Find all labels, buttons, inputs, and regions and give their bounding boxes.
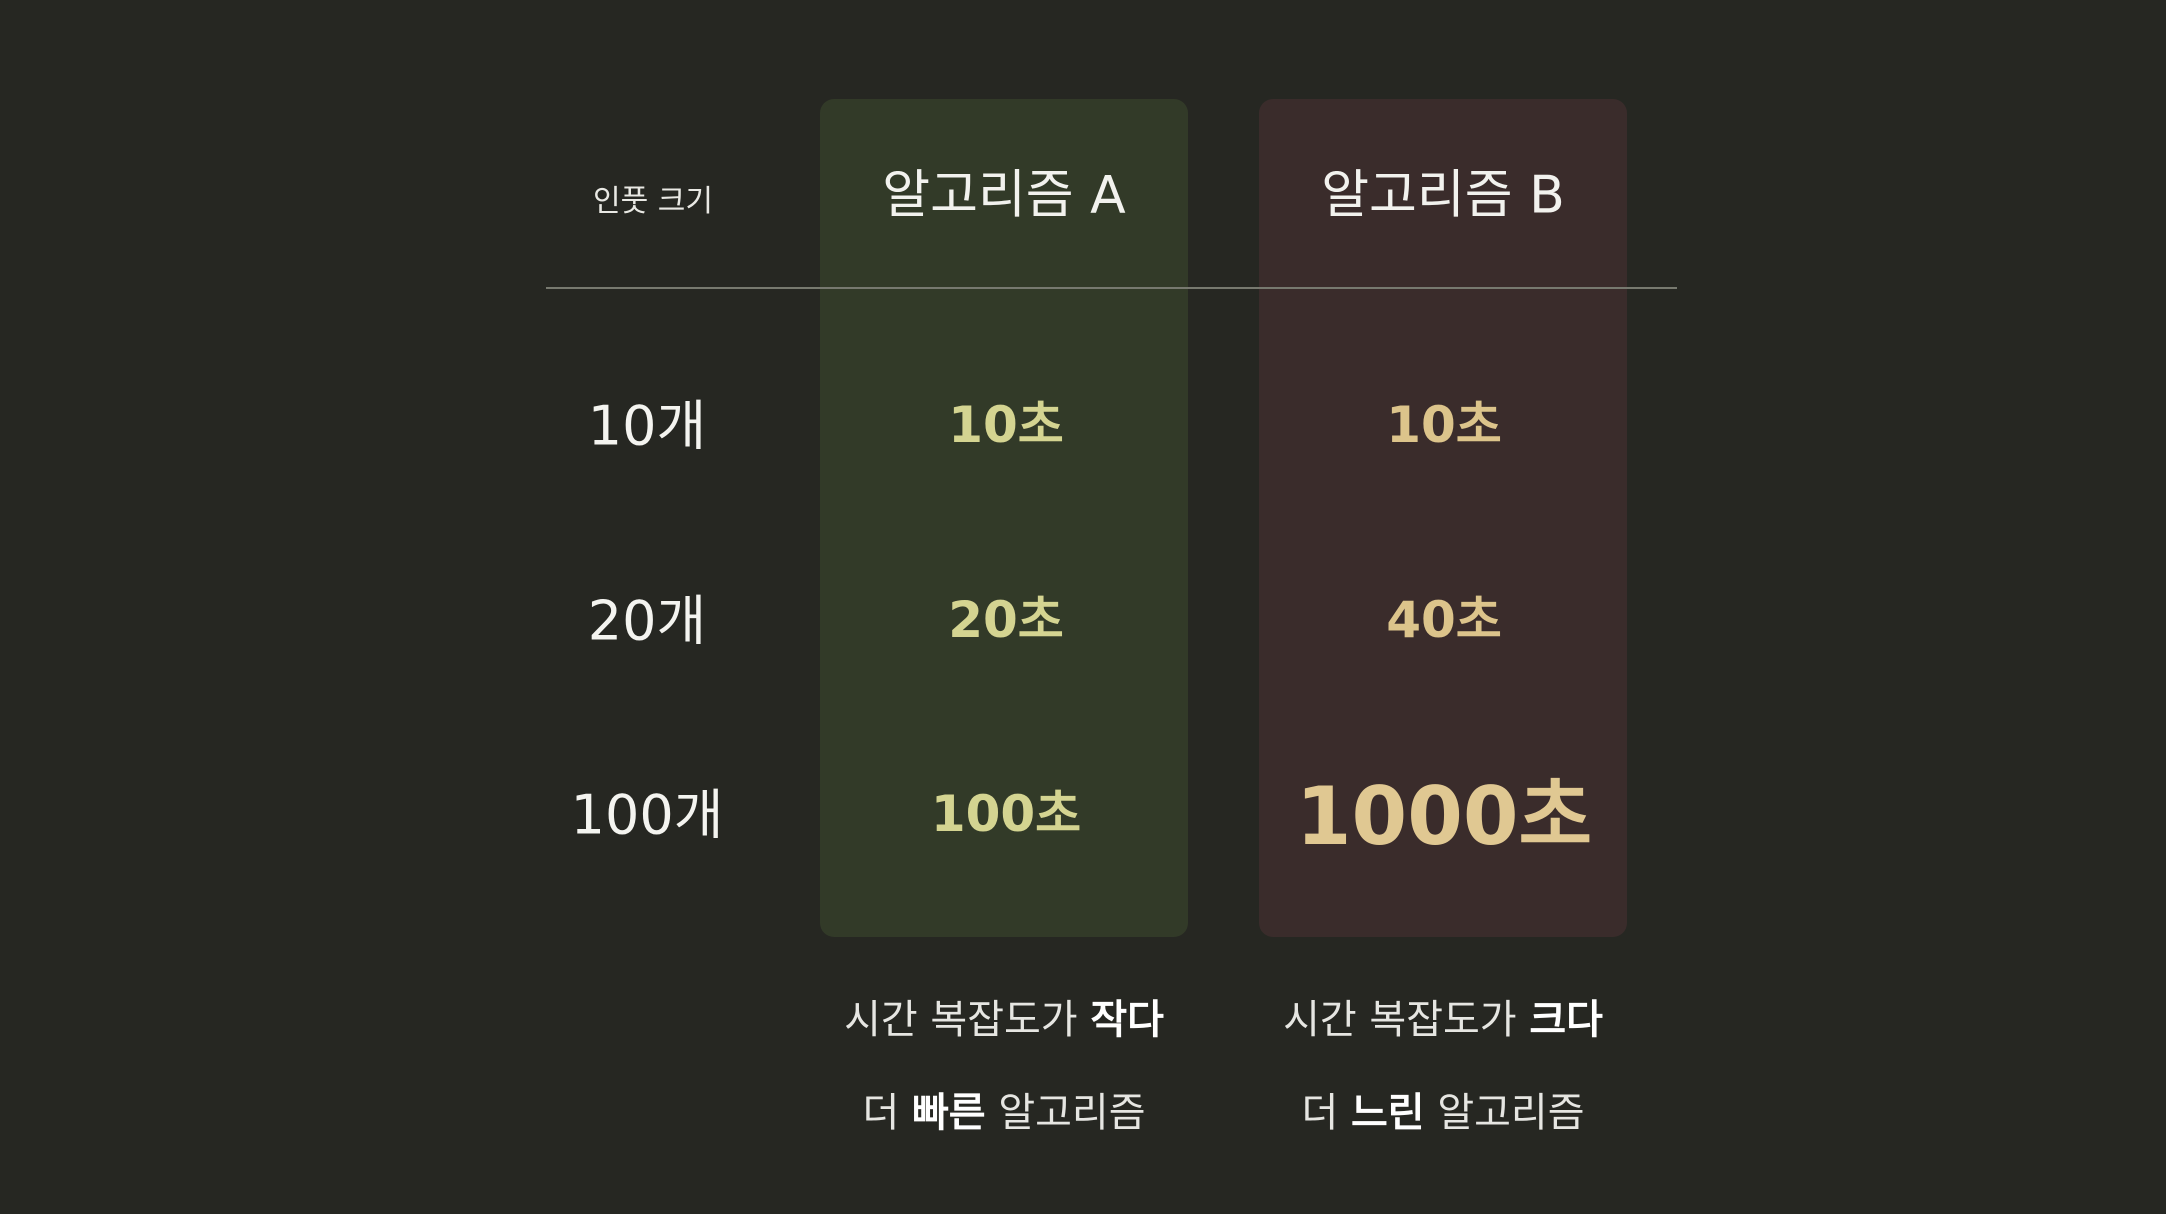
algorithm-b-time-100: 1000초 xyxy=(1295,770,1593,863)
row-label-20: 20개 xyxy=(587,589,707,653)
caption-text: 시간 복잡도가 xyxy=(844,997,1091,1043)
algorithm-b-panel xyxy=(1259,99,1627,937)
caption-emphasis: 느린 xyxy=(1350,1090,1425,1136)
caption-text: 더 xyxy=(1301,1090,1351,1136)
input-size-header: 인풋 크기 xyxy=(593,184,713,219)
caption-text: 알고리즘 xyxy=(1424,1090,1585,1136)
caption-text: 더 xyxy=(862,1090,912,1136)
caption-emphasis: 빠른 xyxy=(911,1090,986,1136)
row-label-10: 10개 xyxy=(587,394,707,458)
algorithm-a-header: 알고리즘 A xyxy=(882,165,1126,226)
algorithm-a-caption-speed: 더 빠른 알고리즘 xyxy=(862,1080,1145,1138)
caption-text: 알고리즘 xyxy=(985,1090,1146,1136)
algorithm-a-time-20: 20초 xyxy=(948,591,1064,649)
algorithm-b-time-20: 40초 xyxy=(1386,591,1502,649)
algorithm-b-header: 알고리즘 B xyxy=(1321,165,1565,226)
algorithm-b-caption-speed: 더 느린 알고리즘 xyxy=(1301,1080,1584,1138)
algorithm-a-caption-complexity: 시간 복잡도가 작다 xyxy=(844,987,1164,1045)
header-divider xyxy=(546,287,1677,289)
algorithm-a-time-100: 100초 xyxy=(930,785,1082,843)
caption-emphasis: 작다 xyxy=(1090,997,1164,1043)
row-label-100: 100개 xyxy=(570,783,724,847)
algorithm-a-panel xyxy=(820,99,1188,937)
algorithm-b-time-10: 10초 xyxy=(1386,396,1502,454)
algorithm-a-time-10: 10초 xyxy=(948,396,1064,454)
algorithm-b-caption-complexity: 시간 복잡도가 크다 xyxy=(1283,987,1603,1045)
caption-text: 시간 복잡도가 xyxy=(1283,997,1530,1043)
caption-emphasis: 크다 xyxy=(1529,997,1603,1043)
